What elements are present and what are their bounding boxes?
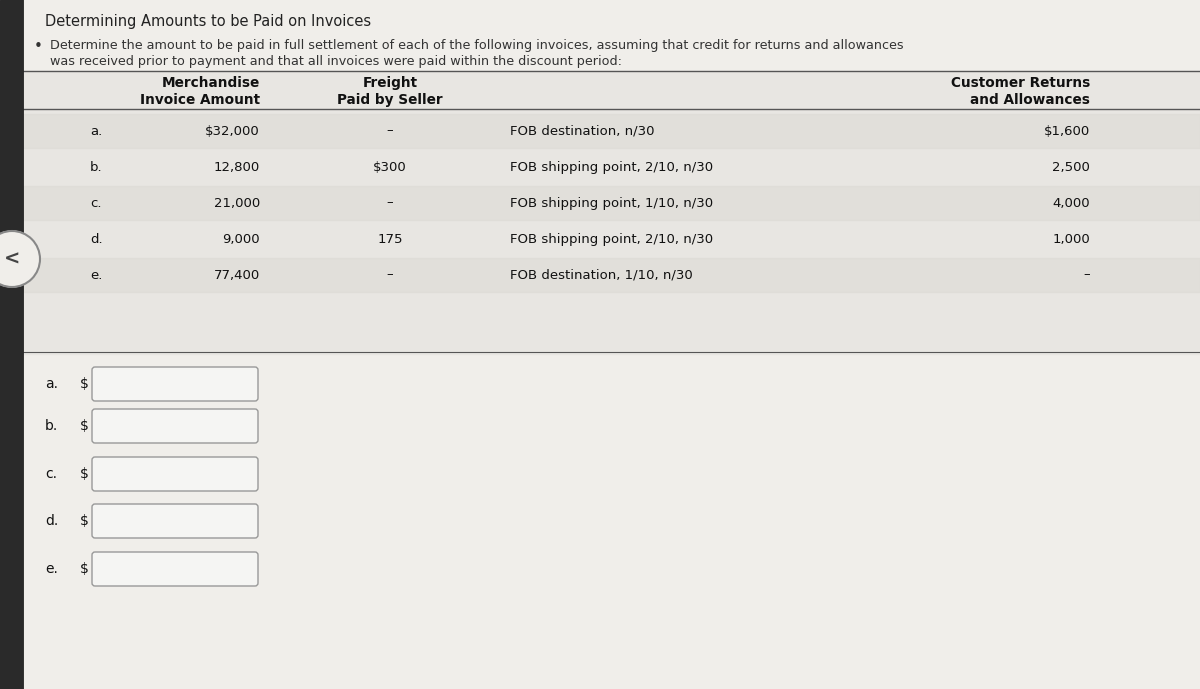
Text: e.: e.: [90, 269, 102, 282]
Text: Determining Amounts to be Paid on Invoices: Determining Amounts to be Paid on Invoic…: [46, 14, 371, 29]
Text: 21,000: 21,000: [214, 196, 260, 209]
Text: Invoice Amount: Invoice Amount: [140, 93, 260, 107]
Text: was received prior to payment and that all invoices were paid within the discoun: was received prior to payment and that a…: [50, 55, 622, 68]
Text: 1,000: 1,000: [1052, 232, 1090, 245]
Text: Customer Returns: Customer Returns: [950, 76, 1090, 90]
Text: –: –: [386, 125, 394, 138]
Text: Freight: Freight: [362, 76, 418, 90]
Bar: [22, 71, 1200, 354]
FancyBboxPatch shape: [92, 504, 258, 538]
Text: 9,000: 9,000: [222, 232, 260, 245]
Text: Paid by Seller: Paid by Seller: [337, 93, 443, 107]
Text: FOB shipping point, 1/10, n/30: FOB shipping point, 1/10, n/30: [510, 196, 713, 209]
Bar: [22, 114, 1200, 148]
Text: a.: a.: [90, 125, 102, 138]
Text: 2,500: 2,500: [1052, 161, 1090, 174]
Text: 4,000: 4,000: [1052, 196, 1090, 209]
Text: FOB destination, 1/10, n/30: FOB destination, 1/10, n/30: [510, 269, 692, 282]
Text: $1,600: $1,600: [1044, 125, 1090, 138]
Text: c.: c.: [46, 467, 58, 481]
Text: a.: a.: [46, 377, 58, 391]
FancyBboxPatch shape: [92, 552, 258, 586]
Text: $: $: [80, 514, 89, 528]
Text: •: •: [34, 39, 43, 54]
Text: $32,000: $32,000: [205, 125, 260, 138]
Text: Merchandise: Merchandise: [162, 76, 260, 90]
Text: –: –: [386, 196, 394, 209]
Text: b.: b.: [46, 419, 59, 433]
Circle shape: [0, 231, 40, 287]
Text: $: $: [80, 467, 89, 481]
Text: d.: d.: [46, 514, 59, 528]
Text: 175: 175: [377, 232, 403, 245]
Text: 12,800: 12,800: [214, 161, 260, 174]
Text: FOB shipping point, 2/10, n/30: FOB shipping point, 2/10, n/30: [510, 232, 713, 245]
Text: $: $: [80, 377, 89, 391]
Bar: [22, 186, 1200, 220]
FancyBboxPatch shape: [92, 367, 258, 401]
Text: FOB destination, n/30: FOB destination, n/30: [510, 125, 654, 138]
Text: FOB shipping point, 2/10, n/30: FOB shipping point, 2/10, n/30: [510, 161, 713, 174]
Text: and Allowances: and Allowances: [970, 93, 1090, 107]
Text: –: –: [1084, 269, 1090, 282]
Text: $: $: [80, 419, 89, 433]
Text: c.: c.: [90, 196, 102, 209]
Bar: [22, 258, 1200, 292]
Text: b.: b.: [90, 161, 103, 174]
Text: 77,400: 77,400: [214, 269, 260, 282]
Text: –: –: [386, 269, 394, 282]
Text: d.: d.: [90, 232, 103, 245]
FancyBboxPatch shape: [92, 409, 258, 443]
Bar: [0, 0, 22, 689]
Text: $300: $300: [373, 161, 407, 174]
Text: Determine the amount to be paid in full settlement of each of the following invo: Determine the amount to be paid in full …: [50, 39, 904, 52]
FancyBboxPatch shape: [92, 457, 258, 491]
Text: $: $: [80, 562, 89, 576]
Text: e.: e.: [46, 562, 58, 576]
Text: <: <: [4, 249, 20, 269]
